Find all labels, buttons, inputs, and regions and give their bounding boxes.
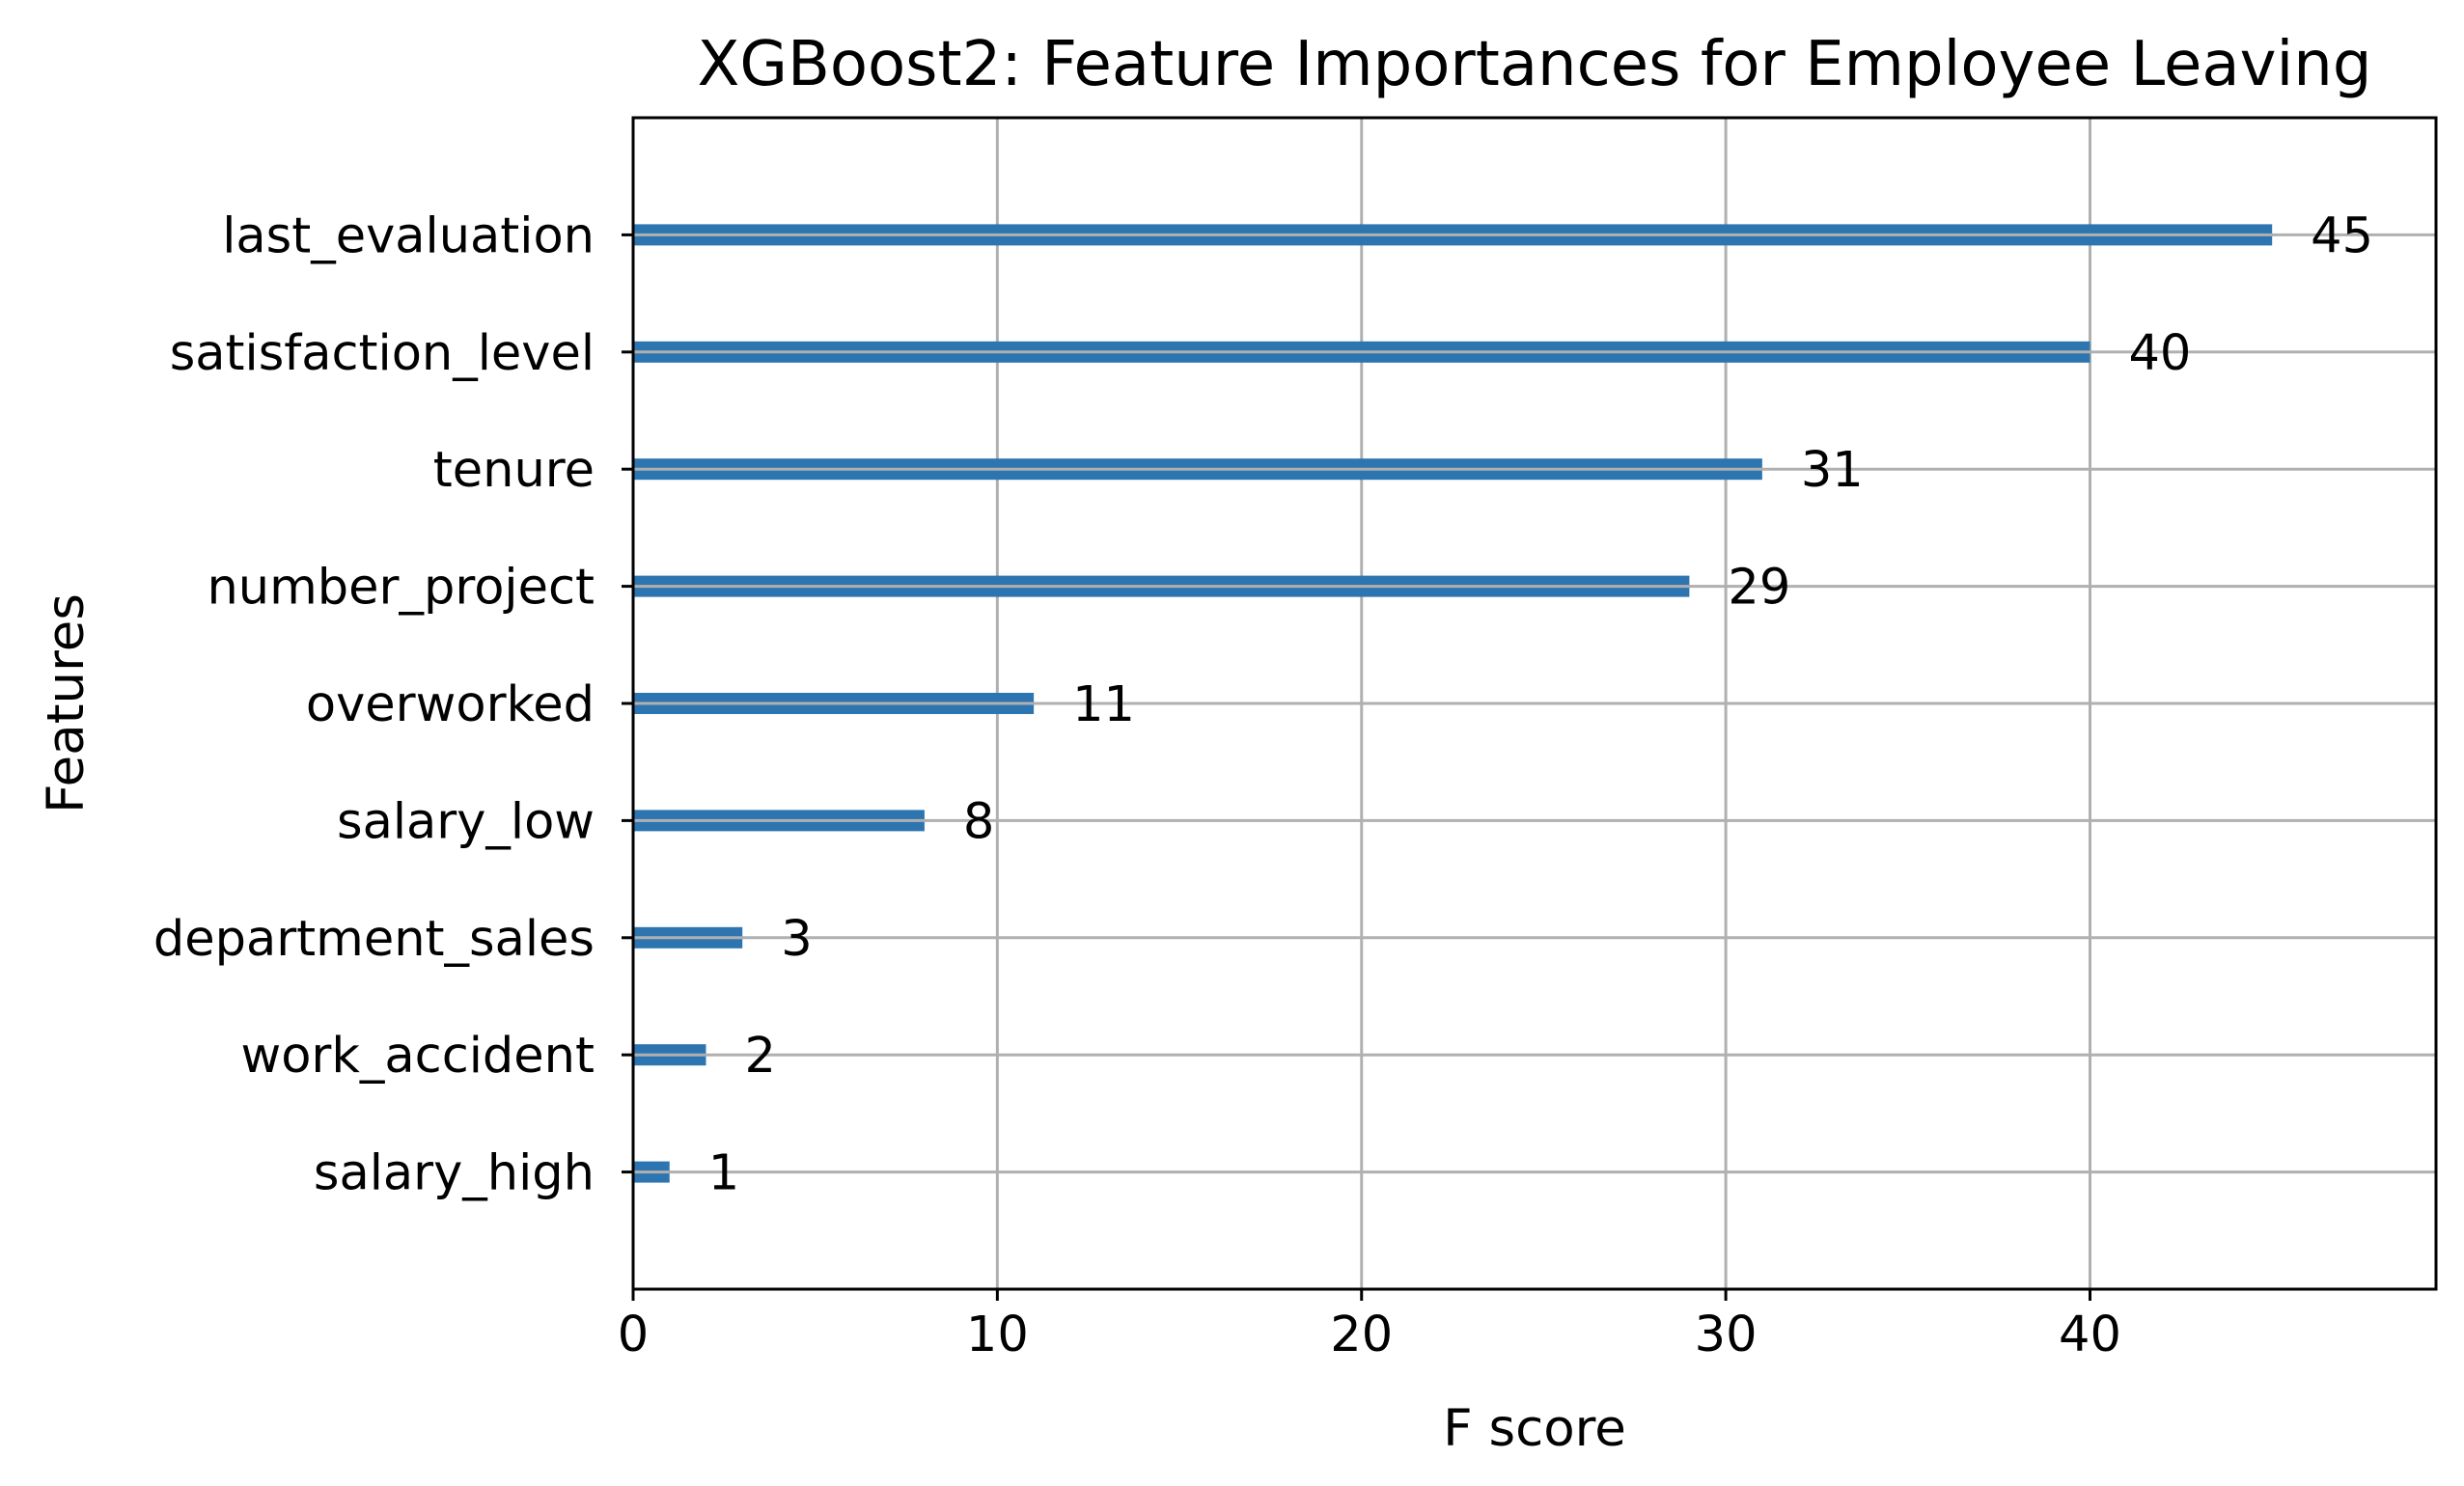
y-tick-label: work_accident bbox=[241, 1028, 595, 1085]
chart-title: XGBoost2: Feature Importances for Employ… bbox=[698, 29, 2372, 100]
x-tick-label: 10 bbox=[966, 1307, 1029, 1363]
y-tick-label: tenure bbox=[433, 442, 595, 499]
y-tick-label: salary_high bbox=[314, 1145, 595, 1202]
x-tick-label: 40 bbox=[2059, 1307, 2121, 1363]
y-axis-label: Features bbox=[37, 593, 96, 813]
y-tick-label: number_project bbox=[207, 560, 595, 617]
x-axis-label: F score bbox=[1443, 1399, 1626, 1458]
data-label: 8 bbox=[963, 793, 994, 850]
data-label: 11 bbox=[1072, 676, 1135, 733]
data-labels: 1 2 3 8 11 29 31 40 45 bbox=[708, 207, 2373, 1201]
data-label: 29 bbox=[1728, 560, 1790, 617]
x-tick-label: 20 bbox=[1330, 1307, 1393, 1363]
data-label: 3 bbox=[781, 911, 812, 968]
data-label: 31 bbox=[1801, 442, 1864, 499]
x-ticks: 0 10 20 30 40 bbox=[618, 1289, 2121, 1363]
x-tick-label: 0 bbox=[618, 1307, 649, 1363]
x-tick-label: 30 bbox=[1695, 1307, 1758, 1363]
y-tick-label: satisfaction_level bbox=[170, 325, 595, 382]
y-ticks: salary_high work_accident department_sales… bbox=[153, 207, 633, 1202]
bars-layer bbox=[633, 224, 2273, 1183]
y-tick-label: last_evaluation bbox=[222, 207, 595, 264]
data-label: 1 bbox=[708, 1145, 739, 1202]
y-tick-label: overworked bbox=[306, 676, 595, 733]
data-label: 40 bbox=[2128, 325, 2191, 382]
data-label: 2 bbox=[744, 1028, 775, 1085]
y-tick-label: department_sales bbox=[153, 911, 595, 968]
data-label: 45 bbox=[2311, 207, 2373, 264]
y-tick-label: salary_low bbox=[337, 793, 595, 850]
